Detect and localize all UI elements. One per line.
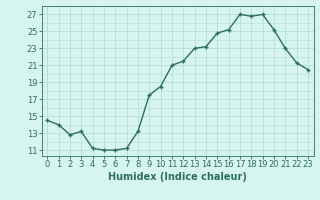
X-axis label: Humidex (Indice chaleur): Humidex (Indice chaleur) [108,172,247,182]
